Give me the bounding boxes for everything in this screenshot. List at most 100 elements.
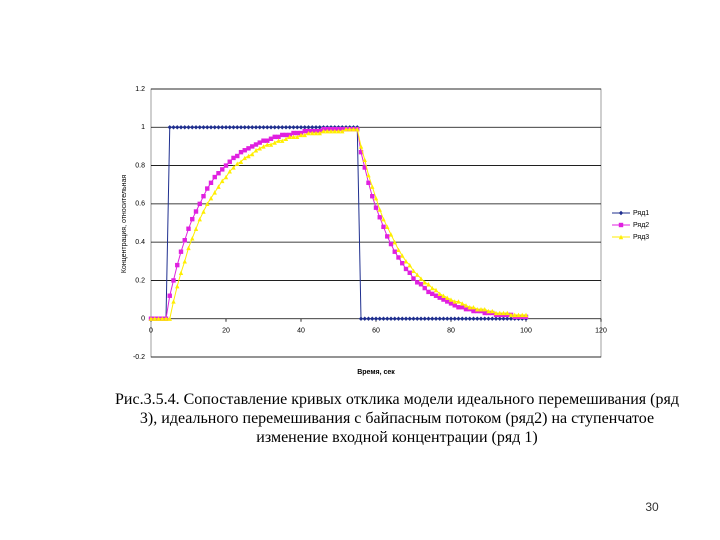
marker <box>385 234 390 239</box>
marker <box>362 316 367 321</box>
marker <box>441 293 446 298</box>
x-tick-label: 80 <box>447 328 455 335</box>
marker <box>253 148 259 153</box>
marker <box>313 125 319 130</box>
marker <box>377 215 382 220</box>
marker <box>415 316 420 321</box>
marker <box>437 295 442 300</box>
marker <box>618 210 624 216</box>
marker <box>291 130 296 136</box>
marker <box>205 201 210 207</box>
marker <box>422 285 427 291</box>
caption-line: изменение входной концентрации (ряд 1) <box>256 429 537 446</box>
marker <box>283 132 289 138</box>
marker <box>242 155 247 161</box>
marker <box>475 316 480 321</box>
y-tick-label: 1.2 <box>135 86 145 93</box>
marker <box>445 316 450 321</box>
marker <box>261 125 266 130</box>
marker <box>362 165 367 170</box>
marker <box>396 247 401 252</box>
marker <box>426 282 431 287</box>
marker <box>306 125 311 130</box>
marker <box>373 316 379 321</box>
marker <box>310 130 315 136</box>
marker <box>325 128 330 134</box>
marker <box>437 291 442 297</box>
marker <box>317 125 322 130</box>
marker <box>478 306 484 312</box>
y-tick-label: 0 <box>141 316 145 323</box>
marker <box>512 312 517 318</box>
marker <box>400 316 405 321</box>
marker <box>212 190 217 195</box>
marker <box>182 125 187 130</box>
marker <box>448 301 454 306</box>
marker <box>505 316 510 321</box>
marker <box>291 125 296 130</box>
marker <box>167 293 172 298</box>
marker <box>452 303 457 308</box>
marker <box>190 236 195 241</box>
marker <box>257 146 262 151</box>
y-tick-label: 0.8 <box>135 162 145 169</box>
marker <box>175 283 180 289</box>
marker <box>403 316 409 321</box>
marker <box>456 299 461 304</box>
marker <box>415 272 420 277</box>
marker <box>201 194 206 199</box>
marker <box>193 226 199 231</box>
marker <box>242 148 247 153</box>
marker <box>370 184 375 189</box>
marker <box>475 306 480 312</box>
marker <box>302 125 307 130</box>
marker <box>178 249 184 254</box>
marker <box>618 234 624 240</box>
marker <box>467 316 472 321</box>
marker <box>347 127 352 132</box>
marker <box>276 138 281 143</box>
marker <box>321 128 326 134</box>
marker <box>231 165 236 170</box>
marker <box>261 138 266 143</box>
marker <box>407 262 412 268</box>
marker <box>276 134 281 140</box>
marker <box>220 167 225 172</box>
marker <box>358 149 364 155</box>
marker <box>385 224 390 230</box>
marker <box>370 316 375 321</box>
marker <box>295 125 300 130</box>
marker <box>478 316 484 321</box>
marker <box>193 209 199 214</box>
x-tick-label: 100 <box>520 328 532 335</box>
marker <box>430 285 435 291</box>
x-tick-label: 20 <box>222 328 230 335</box>
marker <box>265 125 270 130</box>
legend-label: Ряд2 <box>633 222 649 229</box>
marker <box>403 266 409 272</box>
marker <box>411 316 416 321</box>
marker <box>377 316 382 321</box>
marker <box>366 172 371 178</box>
marker <box>328 128 334 134</box>
marker <box>400 261 405 266</box>
marker <box>340 128 345 134</box>
marker <box>167 125 172 130</box>
marker <box>456 305 461 310</box>
marker <box>212 125 217 130</box>
marker <box>201 125 206 130</box>
marker <box>193 125 199 130</box>
marker <box>227 169 232 174</box>
marker <box>250 125 255 130</box>
marker <box>190 125 195 130</box>
marker <box>253 125 259 130</box>
marker <box>212 174 217 180</box>
marker <box>486 308 491 314</box>
marker <box>156 316 161 321</box>
marker <box>396 255 401 260</box>
marker <box>456 316 461 321</box>
marker <box>223 174 229 180</box>
marker <box>445 299 450 304</box>
marker <box>317 130 322 136</box>
marker <box>160 316 165 321</box>
